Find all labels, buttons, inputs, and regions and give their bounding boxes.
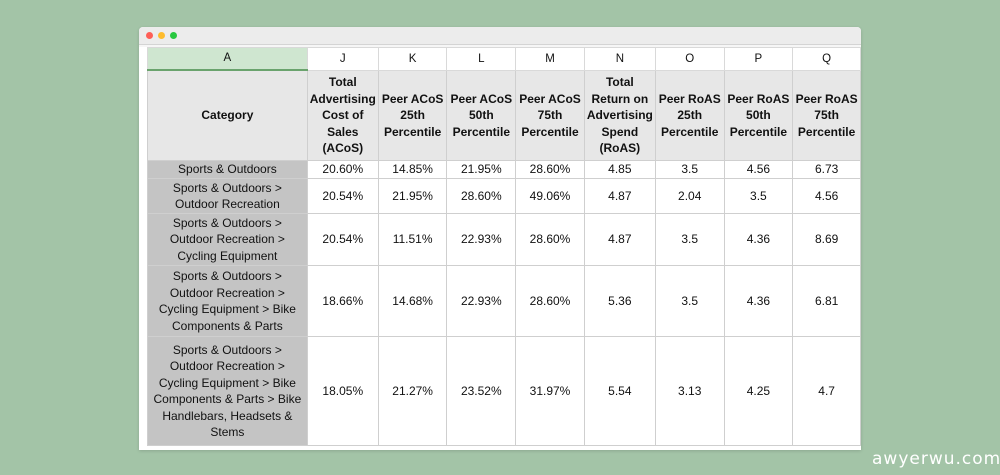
column-header-o[interactable]: O [654, 47, 725, 71]
data-cell[interactable]: 22.93% [446, 213, 517, 266]
column-header-p[interactable]: P [723, 47, 794, 71]
column-header-j[interactable]: J [306, 47, 379, 71]
data-cell[interactable]: 20.54% [306, 213, 379, 266]
data-cell[interactable]: 49.06% [515, 178, 585, 214]
table-row: Sports & Outdoors > Outdoor Recreation 2… [147, 178, 861, 214]
category-cell[interactable]: Sports & Outdoors > Outdoor Recreation >… [147, 265, 308, 337]
header-cell-peer-roas-50[interactable]: Peer RoAS 50th Percentile [723, 69, 794, 161]
data-cell[interactable]: 4.87 [583, 213, 656, 266]
data-cell[interactable]: 5.36 [583, 265, 656, 337]
header-cell-total-acos[interactable]: Total Advertising Cost of Sales (ACoS) [306, 69, 379, 161]
category-cell[interactable]: Sports & Outdoors > Outdoor Recreation >… [147, 213, 308, 266]
header-cell-total-roas[interactable]: Total Return on Advertising Spend (RoAS) [583, 69, 656, 161]
column-header-m[interactable]: M [515, 47, 585, 71]
category-cell[interactable]: Sports & Outdoors > Outdoor Recreation >… [147, 336, 308, 446]
data-cell[interactable]: 3.5 [723, 178, 794, 214]
data-cell[interactable]: 11.51% [377, 213, 448, 266]
header-cell-peer-acos-50[interactable]: Peer ACoS 50th Percentile [446, 69, 517, 161]
column-letter-row: A J K L M N O P Q [147, 47, 861, 71]
data-cell[interactable]: 20.54% [306, 178, 379, 214]
column-header-n[interactable]: N [583, 47, 656, 71]
column-header-q[interactable]: Q [792, 47, 861, 71]
data-cell[interactable]: 31.97% [515, 336, 585, 446]
header-cell-peer-acos-75[interactable]: Peer ACoS 75th Percentile [515, 69, 585, 161]
column-header-l[interactable]: L [446, 47, 517, 71]
data-cell[interactable]: 23.52% [446, 336, 517, 446]
header-cell-peer-roas-75[interactable]: Peer RoAS 75th Percentile [792, 69, 861, 161]
data-cell[interactable]: 3.5 [654, 265, 725, 337]
data-cell[interactable]: 28.60% [515, 160, 585, 179]
toolbar-strip [139, 45, 861, 47]
data-cell[interactable]: 4.36 [723, 265, 794, 337]
close-window-button[interactable] [146, 32, 153, 39]
data-cell[interactable]: 14.85% [377, 160, 448, 179]
data-cell[interactable]: 4.25 [723, 336, 794, 446]
data-cell[interactable]: 4.7 [792, 336, 861, 446]
header-cell-peer-acos-25[interactable]: Peer ACoS 25th Percentile [377, 69, 448, 161]
window-titlebar [139, 27, 861, 45]
category-cell[interactable]: Sports & Outdoors [147, 160, 308, 179]
data-cell[interactable]: 3.5 [654, 160, 725, 179]
table-row: Sports & Outdoors > Outdoor Recreation >… [147, 213, 861, 266]
data-cell[interactable]: 4.85 [583, 160, 656, 179]
data-cell[interactable]: 3.13 [654, 336, 725, 446]
data-cell[interactable]: 6.73 [792, 160, 861, 179]
header-cell-category[interactable]: Category [147, 69, 308, 161]
data-cell[interactable]: 21.95% [377, 178, 448, 214]
data-cell[interactable]: 18.66% [306, 265, 379, 337]
header-cell-peer-roas-25[interactable]: Peer RoAS 25th Percentile [654, 69, 725, 161]
watermark-text: awyerwu.com [872, 449, 1000, 469]
data-cell[interactable]: 4.56 [723, 160, 794, 179]
data-cell[interactable]: 22.93% [446, 265, 517, 337]
category-cell[interactable]: Sports & Outdoors > Outdoor Recreation [147, 178, 308, 214]
data-cell[interactable]: 8.69 [792, 213, 861, 266]
column-header-a[interactable]: A [147, 47, 308, 71]
data-cell[interactable]: 21.95% [446, 160, 517, 179]
data-cell[interactable]: 28.60% [515, 213, 585, 266]
data-cell[interactable]: 4.36 [723, 213, 794, 266]
spreadsheet-grid: A J K L M N O P Q Category Total Adverti… [147, 47, 861, 446]
data-cell[interactable]: 4.87 [583, 178, 656, 214]
data-cell[interactable]: 2.04 [654, 178, 725, 214]
data-cell[interactable]: 28.60% [446, 178, 517, 214]
table-row: Sports & Outdoors 20.60% 14.85% 21.95% 2… [147, 160, 861, 179]
table-row: Sports & Outdoors > Outdoor Recreation >… [147, 265, 861, 337]
table-header-row: Category Total Advertising Cost of Sales… [147, 69, 861, 161]
data-cell[interactable]: 20.60% [306, 160, 379, 179]
column-header-k[interactable]: K [377, 47, 448, 71]
table-row: Sports & Outdoors > Outdoor Recreation >… [147, 336, 861, 446]
data-cell[interactable]: 21.27% [377, 336, 448, 446]
spreadsheet-window: A J K L M N O P Q Category Total Adverti… [139, 27, 861, 450]
data-cell[interactable]: 5.54 [583, 336, 656, 446]
data-cell[interactable]: 4.56 [792, 178, 861, 214]
minimize-window-button[interactable] [158, 32, 165, 39]
data-cell[interactable]: 3.5 [654, 213, 725, 266]
zoom-window-button[interactable] [170, 32, 177, 39]
data-cell[interactable]: 6.81 [792, 265, 861, 337]
data-cell[interactable]: 14.68% [377, 265, 448, 337]
data-cell[interactable]: 28.60% [515, 265, 585, 337]
data-cell[interactable]: 18.05% [306, 336, 379, 446]
